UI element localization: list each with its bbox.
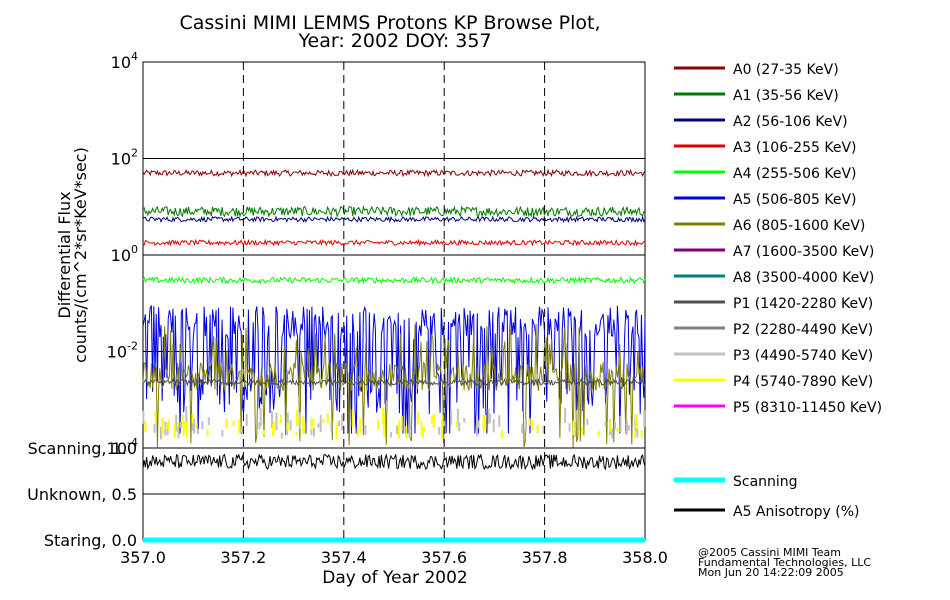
legend-label: Scanning	[733, 474, 798, 490]
legend-entry: P4 (5740-7890 KeV)	[674, 374, 873, 390]
legend-label: P1 (1420-2280 KeV)	[733, 296, 873, 312]
legend-label: P3 (4490-5740 KeV)	[733, 348, 873, 364]
legend-label: P4 (5740-7890 KeV)	[733, 374, 873, 390]
y-tick-label: 102	[111, 147, 138, 169]
y-tick-label: 10-2	[107, 340, 138, 362]
anisotropy-y-label: Staring, 0.0	[44, 531, 137, 550]
legend: A0 (27-35 KeV) A1 (35-56 KeV) A2 (56-106 K…	[674, 62, 882, 520]
legend-label: A0 (27-35 KeV)	[733, 62, 839, 78]
legend-entry: A5 (506-805 KeV)	[674, 192, 856, 208]
series-line	[142, 275, 646, 285]
anisotropy-y-label: Scanning, 1.0	[28, 439, 137, 458]
legend-entry: P3 (4490-5740 KeV)	[674, 348, 873, 364]
legend-entry: A8 (3500-4000 KeV)	[674, 270, 874, 286]
legend-label: A7 (1600-3500 KeV)	[733, 244, 874, 260]
x-axis-label: Day of Year 2002	[322, 568, 467, 588]
footer-line-3: Mon Jun 20 14:22:09 2005	[698, 566, 844, 579]
y-tick-label: 10-4	[107, 436, 138, 458]
legend-entry: A3 (106-255 KeV)	[674, 140, 856, 156]
flux-panel: 104 102 100 10-2 10-4	[107, 50, 646, 458]
anisotropy-panel: Scanning, 1.0 Unknown, 0.5 Staring, 0.0	[27, 439, 646, 550]
footer-line-1: @2005 Cassini MIMI Team	[698, 546, 841, 559]
x-axis: 357.0 357.2 357.4 357.6 357.8 358.0	[120, 62, 668, 567]
legend-entry: P1 (1420-2280 KeV)	[674, 296, 873, 312]
y-axis-label-line2: counts/(cm^2*sr*KeV*sec)	[71, 147, 90, 363]
x-tick-label: 357.4	[321, 548, 367, 567]
legend-entry: A7 (1600-3500 KeV)	[674, 244, 874, 260]
legend-label: A3 (106-255 KeV)	[733, 140, 856, 156]
legend-label: P2 (2280-4490 KeV)	[733, 322, 873, 338]
x-tick-label: 358.0	[622, 548, 668, 567]
y-axis-label: Differential Flux counts/(cm^2*sr*KeV*se…	[55, 147, 90, 363]
legend-label: A6 (805-1600 KeV)	[733, 218, 865, 234]
series-line	[142, 238, 646, 247]
series-line	[142, 204, 646, 218]
legend-label: A1 (35-56 KeV)	[733, 88, 839, 104]
footer-credits: @2005 Cassini MIMI Team Fundamental Tech…	[698, 546, 871, 579]
legend-label: A5 Anisotropy (%)	[733, 504, 860, 520]
y-axis-label-line1: Differential Flux	[55, 191, 74, 318]
legend-entry: A0 (27-35 KeV)	[674, 62, 839, 78]
anisotropy-y-label: Unknown, 0.5	[27, 485, 137, 504]
legend-entry: A6 (805-1600 KeV)	[674, 218, 865, 234]
series-line	[142, 304, 646, 434]
legend-label: P5 (8310-11450 KeV)	[733, 400, 882, 416]
legend-label: A5 (506-805 KeV)	[733, 192, 856, 208]
legend-label: A2 (56-106 KeV)	[733, 114, 848, 130]
footer-line-2: Fundamental Technologies, LLC	[698, 556, 871, 569]
series-line	[142, 377, 646, 388]
y-tick-label: 104	[111, 50, 138, 72]
x-tick-label: 357.0	[120, 548, 166, 567]
legend-entry: A1 (35-56 KeV)	[674, 88, 839, 104]
legend-label: A8 (3500-4000 KeV)	[733, 270, 874, 286]
anisotropy-line	[142, 452, 646, 471]
series-line	[144, 407, 643, 440]
chart-subtitle: Year: 2002 DOY: 357	[297, 30, 491, 52]
series-line	[142, 168, 646, 178]
legend-entry: A2 (56-106 KeV)	[674, 114, 848, 130]
series-line	[142, 215, 646, 224]
y-tick-label: 100	[111, 243, 138, 265]
legend-entry: A5 Anisotropy (%)	[674, 504, 860, 520]
series-line	[142, 406, 646, 440]
legend-entry: P5 (8310-11450 KeV)	[674, 400, 882, 416]
legend-label: A4 (255-506 KeV)	[733, 166, 856, 182]
series-line	[142, 323, 646, 449]
chart-title: Cassini MIMI LEMMS Protons KP Browse Plo…	[179, 12, 600, 34]
legend-entry: A4 (255-506 KeV)	[674, 166, 856, 182]
x-tick-label: 357.2	[220, 548, 266, 567]
legend-entry: P2 (2280-4490 KeV)	[674, 322, 873, 338]
legend-entry: Scanning	[674, 474, 798, 490]
x-tick-label: 357.8	[522, 548, 568, 567]
x-tick-label: 357.6	[421, 548, 467, 567]
